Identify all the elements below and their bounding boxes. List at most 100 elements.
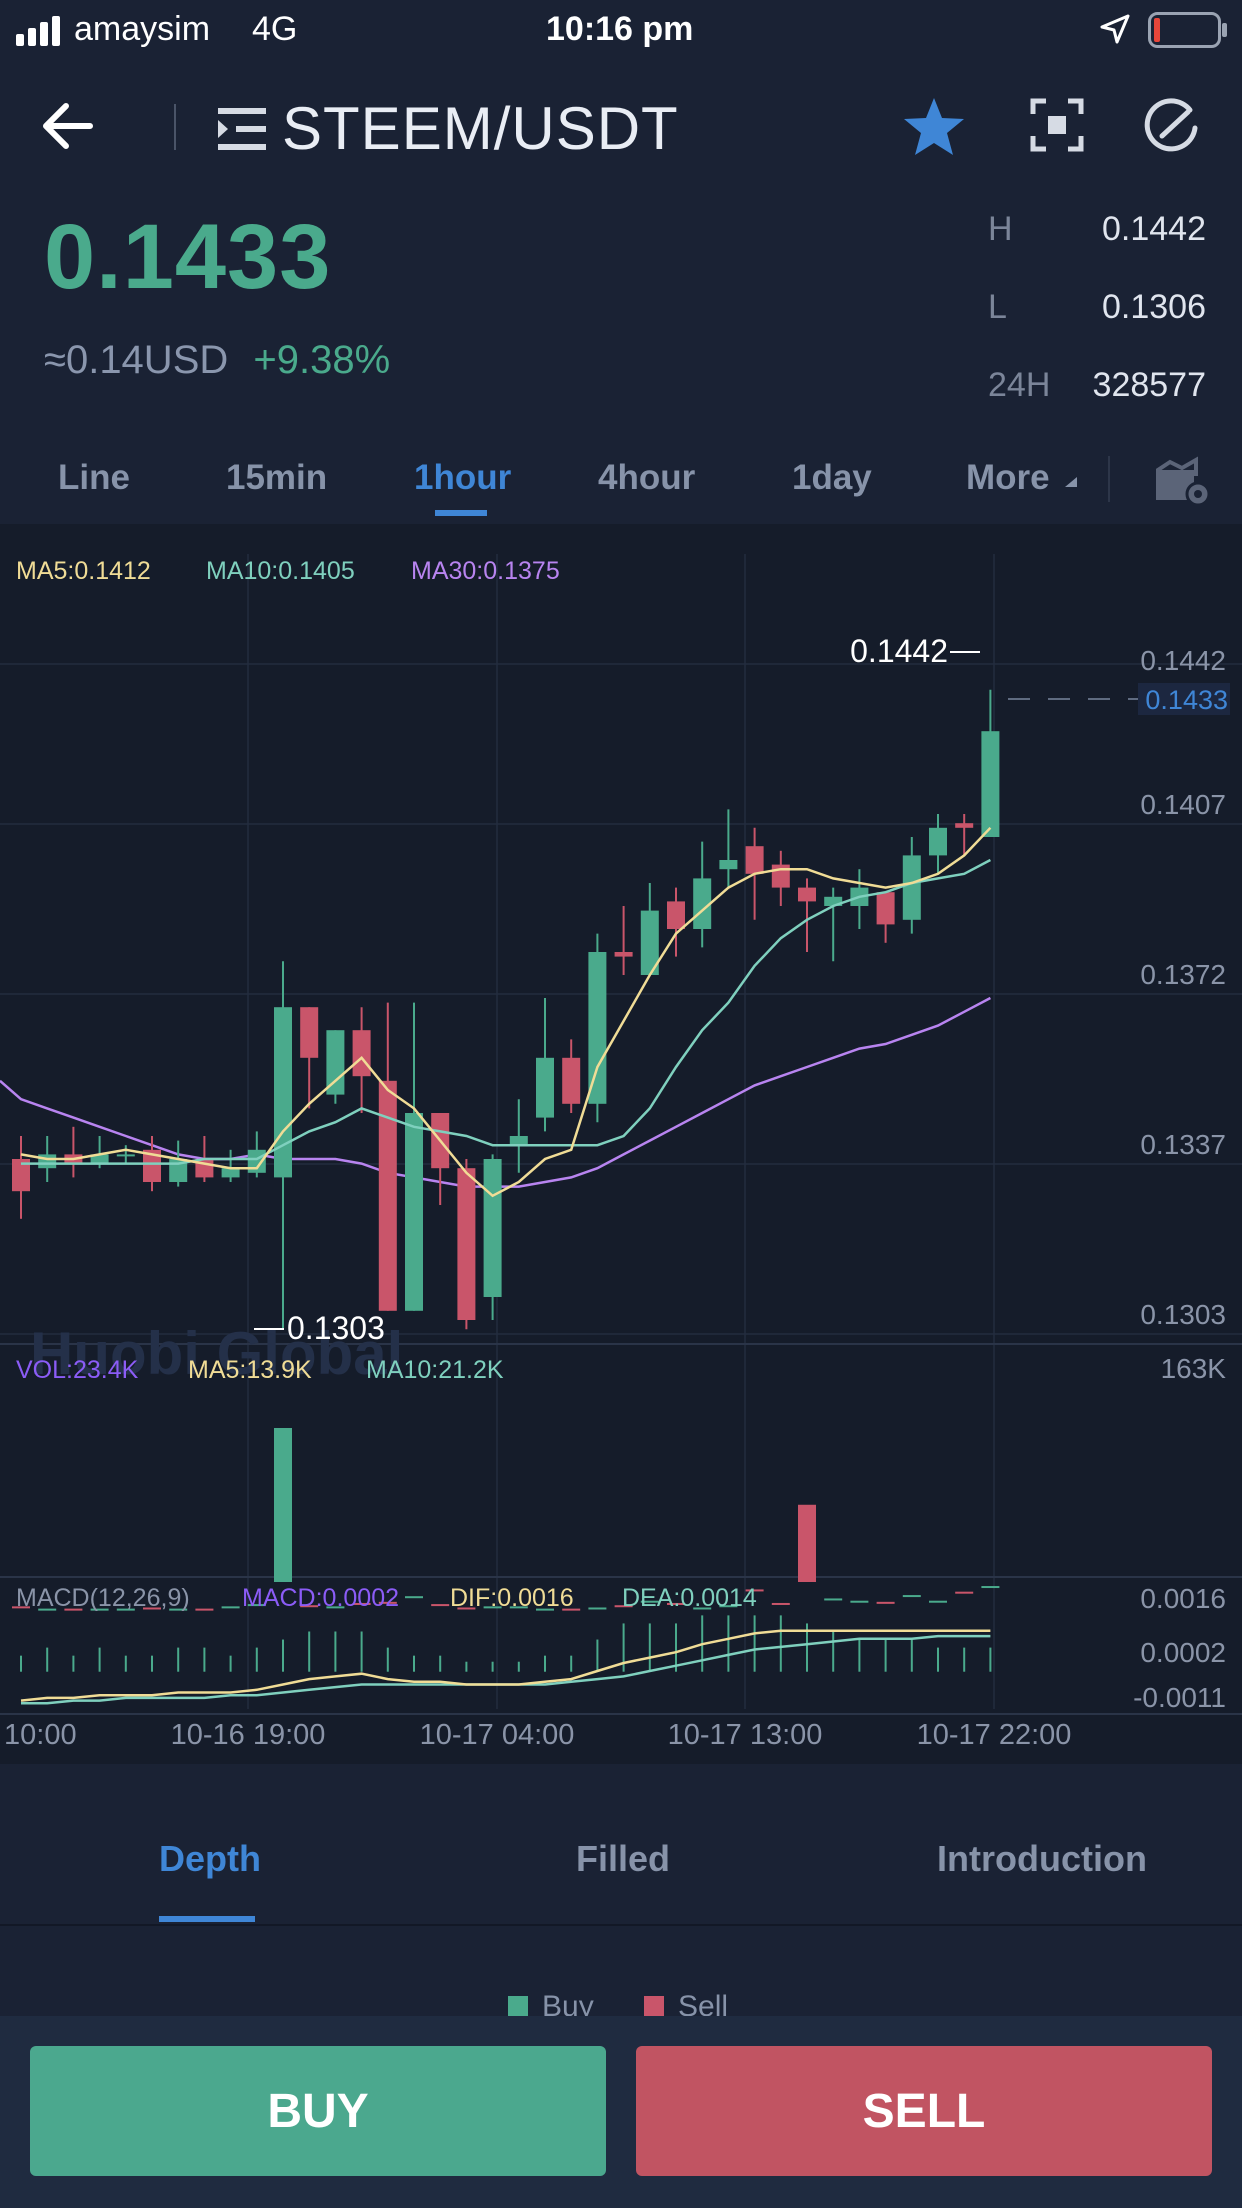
candle-body [614,952,633,957]
fullscreen-icon[interactable] [1030,98,1084,152]
volume-bar [300,1605,319,1608]
x-tick-label: 10-17 22:00 [917,1719,1072,1751]
volume-bar [169,1608,188,1611]
macd-tick-label: 0.0002 [1140,1637,1226,1668]
candle-body [588,952,607,1104]
volume-bar [614,1605,633,1608]
network-type: 4G [252,10,298,48]
volume-bar [771,1602,790,1605]
candle-body [955,823,974,828]
volume-bar [195,1608,214,1611]
tab-line[interactable]: Line [58,458,130,497]
favorite-star-icon[interactable] [902,96,966,158]
candle-body [457,1168,476,1320]
vol-ma10-legend: MA10:21.2K [366,1356,504,1384]
buy-button[interactable]: BUY [30,2046,606,2176]
volume-bar [90,1608,109,1611]
volume-bar [588,1607,607,1610]
volume-bar [378,1601,397,1604]
candle-body [405,1113,423,1311]
candle-body [562,1057,581,1104]
min-price-label: 0.1303 [287,1310,385,1346]
candle-body [300,1007,319,1058]
x-tick-label: 10-16 19:00 [171,1719,326,1751]
candle-body [274,1007,292,1178]
tab-active-underline [435,510,487,516]
volume-bar [929,1600,947,1603]
vol-max-label: 163K [1161,1353,1227,1384]
volume-bar [116,1608,135,1611]
pair-menu-icon[interactable] [218,106,268,152]
y-tick-label: 0.1337 [1140,1129,1226,1160]
volume-24h-label: 24H [988,366,1051,404]
location-arrow-icon [1100,14,1130,44]
tab-more[interactable]: More [966,458,1079,498]
ma5-line [20,826,992,1198]
interval-tabs: Line 15min 1hour 4hour 1day More [0,438,1242,524]
volume-bar [509,1606,528,1609]
volume-bar [719,1605,738,1608]
volume-bar [798,1504,816,1582]
volume-bar [483,1606,502,1609]
tab-filled[interactable]: Filled [576,1838,671,1879]
low-value: 0.1306 [1102,288,1206,326]
watermark-text: Huobi Global [30,1320,403,1387]
tab-1day[interactable]: 1day [792,458,872,497]
x-tick-label: 10-17 13:00 [668,1719,823,1751]
header-divider [174,104,176,150]
volume-bar [693,1607,712,1610]
candle-body [745,846,764,874]
volume-bar [981,1586,1000,1589]
ma10-line [21,858,991,1165]
current-price-label: 0.1433 [1145,685,1228,715]
candle-body [38,1154,57,1169]
candle-body [667,901,685,929]
ma5-legend: MA5:0.1412 [16,557,151,585]
volume-bar [64,1608,83,1611]
vol-legend: VOL:23.4K [16,1356,139,1384]
vol-ma5-legend: MA5:13.9K [188,1356,312,1384]
tab-depth[interactable]: Depth [159,1838,261,1879]
trade-action-bar: BUY SELL [0,2016,1242,2208]
tab-15min[interactable]: 15min [226,458,328,497]
volume-bar [824,1598,843,1601]
current-price-badge [1138,683,1230,715]
y-tick-label: 0.1372 [1140,959,1226,990]
candle-body [719,860,738,870]
volume-bar [247,1604,266,1607]
usd-approx: ≈0.14USD [44,338,229,382]
clock: 10:16 pm [546,10,694,48]
high-label: H [988,210,1013,248]
pair-title[interactable]: STEEM/USDT [282,95,679,162]
dif-line [20,1629,991,1702]
dif-legend: DIF:0.0016 [450,1584,574,1612]
volume-bar [431,1604,450,1607]
candle-body [378,1080,397,1311]
candle-body [509,1136,528,1146]
back-arrow-icon[interactable] [40,100,96,152]
tab-introduction[interactable]: Introduction [937,1838,1147,1879]
tab-4hour[interactable]: 4hour [598,458,696,497]
y-tick-label: 0.1442 [1140,645,1226,676]
candle-body [798,887,816,902]
detail-tabs: Depth Filled Introduction [0,1794,1242,1926]
caret-down-icon [1065,477,1078,487]
candle-body [12,1159,30,1192]
candle-body [902,855,921,920]
volume-bar [352,1602,371,1605]
candle-body [981,731,1000,837]
refresh-gauge-icon[interactable] [1142,96,1200,154]
signal-icon [16,16,60,46]
sell-button[interactable]: SELL [636,2046,1212,2176]
candle-body [116,1154,135,1157]
depth-chart-legend: Buy Sell [0,1940,1242,2023]
volume-bar [221,1606,240,1609]
x-tick-label: 10-17 04:00 [420,1719,575,1751]
tab-1hour[interactable]: 1hour [414,458,512,497]
chart-settings-icon[interactable] [1156,456,1212,506]
macd-value-legend: MACD:0.0002 [242,1584,399,1612]
volume-bar [667,1602,685,1605]
kline-chart[interactable]: Huobi Global MA5:0.1412 MA10:0.1405 MA30… [0,524,1242,1764]
high-value: 0.1442 [1102,210,1206,248]
price-change: +9.38% [253,338,391,382]
